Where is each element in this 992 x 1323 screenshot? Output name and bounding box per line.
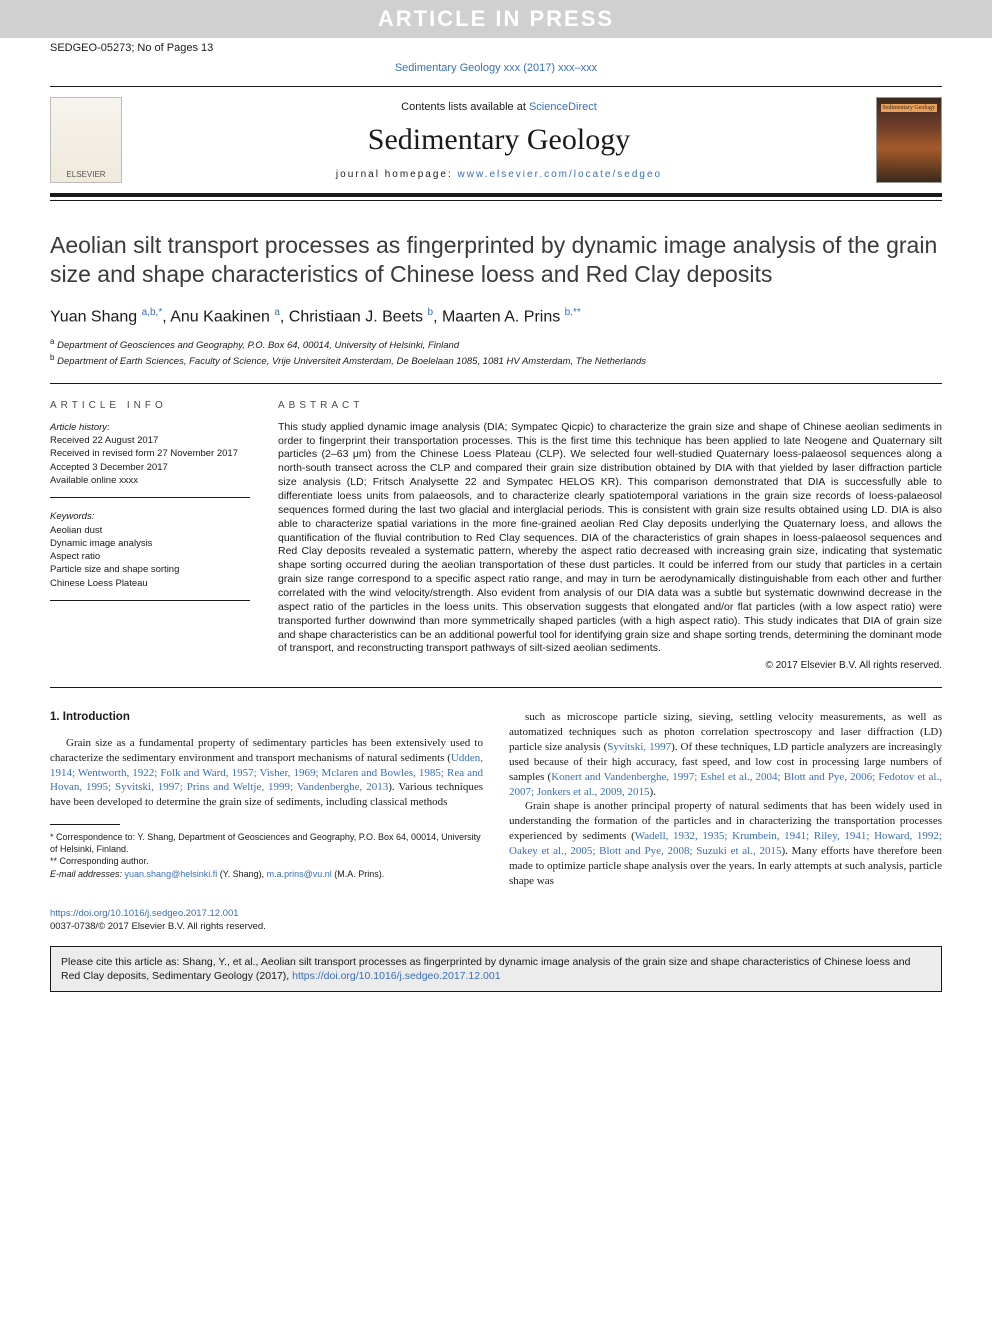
- email-2-who: (M.A. Prins).: [332, 869, 385, 879]
- contents-line: Contents lists available at ScienceDirec…: [134, 101, 864, 113]
- keyword-3: Particle size and shape sorting: [50, 563, 250, 576]
- journal-cover-thumb: Sedimentary Geology: [876, 97, 942, 183]
- affiliations: a Department of Geosciences and Geograph…: [50, 336, 942, 369]
- affiliation-a: a Department of Geosciences and Geograph…: [50, 336, 942, 352]
- keyword-2: Aspect ratio: [50, 550, 250, 563]
- article-title: Aeolian silt transport processes as fing…: [50, 231, 942, 289]
- article-id: SEDGEO-05273; No of Pages 13: [50, 42, 213, 54]
- homepage-prefix: journal homepage:: [336, 169, 458, 180]
- history-1: Received in revised form 27 November 201…: [50, 447, 250, 460]
- ref-link-2a[interactable]: Syvitski, 1997: [607, 741, 671, 753]
- history-3: Available online xxxx: [50, 474, 250, 487]
- homepage-link[interactable]: www.elsevier.com/locate/sedgeo: [458, 169, 663, 180]
- email-label: E-mail addresses:: [50, 869, 125, 879]
- p2-post: ).: [650, 786, 656, 798]
- intro-p2: such as microscope particle sizing, siev…: [509, 710, 942, 799]
- body-columns: 1. Introduction Grain size as a fundamen…: [50, 710, 942, 888]
- rule-bottom: [50, 687, 942, 688]
- history-label: Article history:: [50, 421, 250, 434]
- journal-title: Sedimentary Geology: [134, 123, 864, 157]
- cover-tag: Sedimentary Geology: [881, 104, 938, 112]
- abstract-label: ABSTRACT: [278, 400, 942, 411]
- masthead: ELSEVIER Contents lists available at Sci…: [50, 86, 942, 197]
- keyword-0: Aeolian dust: [50, 524, 250, 537]
- keywords-label: Keywords:: [50, 510, 250, 523]
- history-0: Received 22 August 2017: [50, 434, 250, 447]
- abstract-text: This study applied dynamic image analysi…: [278, 421, 942, 657]
- homepage-line: journal homepage: www.elsevier.com/locat…: [134, 169, 864, 180]
- keywords-block: Keywords: Aeolian dust Dynamic image ana…: [50, 510, 250, 601]
- masthead-center: Contents lists available at ScienceDirec…: [134, 101, 864, 180]
- article-info-label: ARTICLE INFO: [50, 400, 250, 411]
- abstract-column: ABSTRACT This study applied dynamic imag…: [278, 400, 942, 672]
- doi-link[interactable]: https://doi.org/10.1016/j.sedgeo.2017.12…: [50, 908, 239, 919]
- watermark-banner: ARTICLE IN PRESS: [0, 0, 992, 38]
- rule-top: [50, 383, 942, 384]
- keyword-4: Chinese Loess Plateau: [50, 577, 250, 590]
- cite-doi-link[interactable]: https://doi.org/10.1016/j.sedgeo.2017.12…: [292, 970, 500, 982]
- footnotes: * Correspondence to: Y. Shang, Departmen…: [50, 831, 483, 880]
- article-history: Article history: Received 22 August 2017…: [50, 421, 250, 498]
- issn-copyright: 0037-0738/© 2017 Elsevier B.V. All right…: [50, 921, 266, 932]
- emails: E-mail addresses: yuan.shang@helsinki.fi…: [50, 868, 483, 880]
- intro-p3: Grain shape is another principal propert…: [509, 799, 942, 888]
- affiliation-b: b Department of Earth Sciences, Faculty …: [50, 352, 942, 368]
- authors-line: Yuan Shang a,b,*, Anu Kaakinen a, Christ…: [50, 307, 942, 326]
- intro-heading: 1. Introduction: [50, 710, 483, 726]
- article-info-column: ARTICLE INFO Article history: Received 2…: [50, 400, 250, 672]
- intro-p1: Grain size as a fundamental property of …: [50, 736, 483, 810]
- journal-reference: Sedimentary Geology xxx (2017) xxx–xxx: [0, 58, 992, 78]
- abstract-copyright: © 2017 Elsevier B.V. All rights reserved…: [278, 660, 942, 671]
- p1-pre: Grain size as a fundamental property of …: [50, 737, 483, 764]
- corr-2: ** Corresponding author.: [50, 855, 483, 867]
- doi-block: https://doi.org/10.1016/j.sedgeo.2017.12…: [0, 898, 992, 940]
- elsevier-logo: ELSEVIER: [50, 97, 122, 183]
- citation-box: Please cite this article as: Shang, Y., …: [50, 946, 942, 992]
- email-1-who: (Y. Shang),: [217, 869, 266, 879]
- email-2-link[interactable]: m.a.prins@vu.nl: [267, 869, 332, 879]
- history-2: Accepted 3 December 2017: [50, 461, 250, 474]
- footnote-separator: [50, 824, 120, 825]
- keyword-1: Dynamic image analysis: [50, 537, 250, 550]
- email-1-link[interactable]: yuan.shang@helsinki.fi: [125, 869, 218, 879]
- sciencedirect-link[interactable]: ScienceDirect: [529, 101, 597, 113]
- contents-prefix: Contents lists available at: [401, 101, 529, 113]
- header-row: SEDGEO-05273; No of Pages 13: [0, 38, 992, 58]
- ref-link-2b[interactable]: Konert and Vandenberghe, 1997; Eshel et …: [509, 771, 942, 798]
- corr-1: * Correspondence to: Y. Shang, Departmen…: [50, 831, 483, 855]
